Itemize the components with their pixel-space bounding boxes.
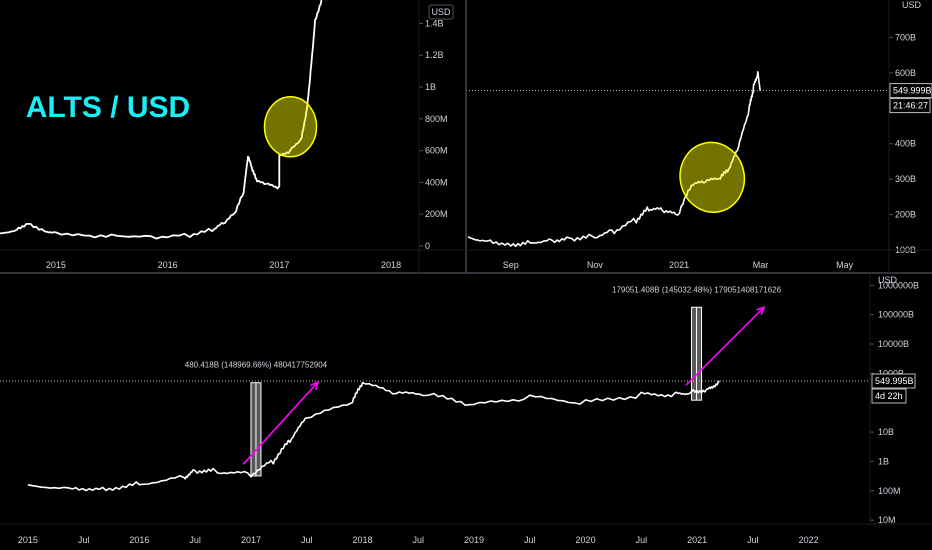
x-tick-label: 2019 [464,535,484,545]
x-tick-label: 2015 [18,535,38,545]
y-tick-label: 200M [425,209,448,219]
y-tick-label: 10M [878,515,896,525]
countdown-tag: 21:46:27 [893,101,928,111]
currency-label: USD [431,7,451,17]
x-tick-label: Jul [413,535,425,545]
y-tick-label: 1.4B [425,18,444,28]
trend-arrow [242,381,319,465]
trend-arrow-head [310,380,320,391]
measurement-label: 179051.408B (145032.48%) 179051408171626 [612,285,782,294]
countdown-tag-box [889,98,931,114]
currency-badge [428,4,454,20]
x-tick-label: Nov [587,260,604,270]
y-tick-label: 1000B [878,368,904,378]
x-tick-label: 2017 [269,260,289,270]
panel-separators [0,0,932,525]
y-tick-label: 1B [878,456,889,466]
x-tick-label: 2016 [129,535,149,545]
panel-bottom: 2015 Jul 2016 Jul 2017 Jul 2018 Jul 2019 Jul 2020 J… [0,275,919,545]
y-tick-label: 600B [895,68,916,78]
x-tick-label: Jul [747,535,759,545]
y-tick-label: 200B [895,210,916,220]
y-tick-label: 10000B [878,339,909,349]
x-tick-label: 2021 [669,260,689,270]
price-series-line [467,71,762,248]
x-tick-label: 2021 [687,535,707,545]
x-tick-label: Jul [189,535,201,545]
price-tag: 549.995B [875,376,914,386]
chart-title: ALTS / USD [26,91,190,124]
x-tick-label: 2018 [352,535,372,545]
price-tag-box [889,83,932,99]
x-tick-label: Sep [503,260,519,270]
y-tick-label: 100000B [878,310,914,320]
x-tick-label: 2015 [46,260,66,270]
measurement-label: 480.418B (148969.66%) 480417752904 [185,361,328,370]
y-tick-label: 800M [425,114,448,124]
y-tick-label: 0 [425,241,430,251]
x-tick-label: 2020 [576,535,596,545]
highlight-ellipse [679,141,746,213]
x-tick-label: 2016 [158,260,178,270]
trend-arrow-head [756,305,766,316]
y-tick-label: 700B [895,32,916,42]
x-tick-label: Jul [78,535,90,545]
y-tick-label: 400M [425,177,448,187]
x-tick-label: Jul [524,535,536,545]
y-tick-label: 100M [878,486,901,496]
countdown-tag-box [871,388,907,404]
y-tick-label: 600M [425,146,448,156]
x-tick-label: 2017 [241,535,261,545]
y-tick-label: 10B [878,427,894,437]
panel-top-left: 2015 2016 2017 2018 1.4B 1.2B 1B 800M 600M 400M 20… [0,0,454,270]
x-tick-label: Mar [753,260,769,270]
x-tick-label: 2022 [799,535,819,545]
y-axis-unit: USD [878,275,898,285]
price-tag-box [871,373,916,389]
y-tick-label: 1.2B [425,50,444,60]
x-tick-label: Jul [636,535,648,545]
price-series-line [0,0,323,240]
trend-arrow [685,306,765,386]
y-axis-unit: USD [902,0,922,10]
y-tick-label: 1B [425,82,436,92]
highlight-ellipse [263,96,318,158]
y-tick-label: 300B [895,174,916,184]
y-tick-label: 1000000B [878,280,919,290]
price-tag: 549.999B [893,86,932,96]
x-tick-label: May [836,260,854,270]
x-tick-label: 2018 [381,260,401,270]
x-tick-label: Jul [301,535,313,545]
price-series-line [27,380,720,492]
y-tick-label: 400B [895,139,916,149]
panel-top-right: Sep Nov 2021 Mar May700B600B400B300B200B100B… [466,0,932,270]
countdown-tag: 4d 22h [875,391,903,401]
